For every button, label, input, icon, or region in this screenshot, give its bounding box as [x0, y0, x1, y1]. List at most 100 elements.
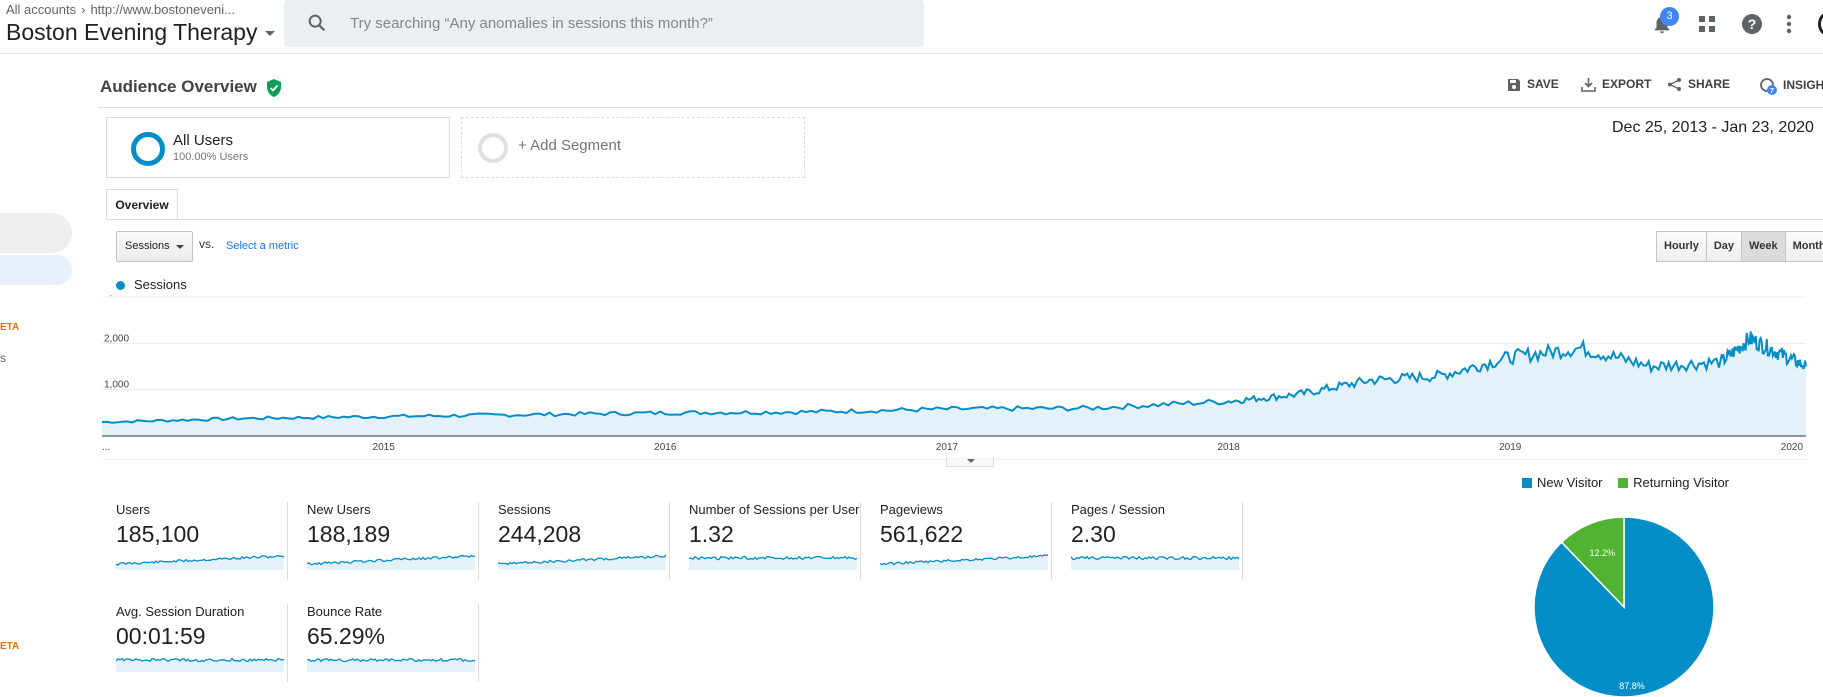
pie-slice-returning-visitor [1560, 517, 1625, 609]
chevron-right-icon: › [81, 2, 86, 17]
search-bar[interactable]: Try searching “Any anomalies in sessions… [284, 0, 924, 47]
save-button[interactable]: SAVE [1507, 77, 1559, 92]
kpi-label: Sessions [498, 502, 551, 517]
sidebar-item-label[interactable]: s [0, 351, 6, 365]
granularity-day[interactable]: Day [1705, 231, 1743, 262]
svg-text:?: ? [1748, 16, 1757, 32]
kpi-tile[interactable]: Pages / Session 2.30 [1071, 502, 1243, 590]
kpi-value: 185,100 [116, 521, 200, 547]
granularity-hourly[interactable]: Hourly [1656, 231, 1707, 262]
sparkline-area [1071, 556, 1239, 570]
sidebar-beta-label: ETA [0, 641, 20, 652]
granularity-toggle: Hourly Day Week Month [1656, 231, 1823, 262]
kpi-label: Users [116, 502, 150, 517]
segment-subtitle: 100.00% Users [173, 151, 249, 163]
legend-label: Sessions [134, 277, 187, 292]
segment-all-users[interactable]: All Users 100.00% Users [106, 117, 450, 178]
insights-label: INSIGHTS [1783, 78, 1823, 93]
metric-select[interactable]: Sessions [116, 231, 193, 262]
x-tick-label: 2016 [654, 442, 677, 453]
sparkline-line [307, 657, 476, 663]
divider [860, 502, 861, 580]
divider [287, 604, 288, 682]
sparkline-line [307, 554, 476, 566]
insights-icon: 7 [1760, 78, 1777, 95]
avatar[interactable] [1818, 12, 1823, 36]
share-button[interactable]: SHARE [1667, 77, 1730, 92]
share-icon [1668, 78, 1681, 92]
sparkline-area [307, 658, 475, 672]
kpi-label: Avg. Session Duration [116, 604, 245, 619]
segment-ring-icon [478, 133, 508, 163]
divider [106, 219, 1823, 220]
sparkline-area [498, 555, 666, 570]
kpi-tile[interactable]: Users 185,100 [116, 502, 288, 590]
apps-grid-icon[interactable] [1697, 14, 1717, 34]
legend-swatch [1618, 477, 1629, 488]
segment-name: All Users [173, 132, 234, 149]
tab-overview[interactable]: Overview [106, 189, 178, 220]
kpi-tile[interactable]: Number of Sessions per User 1.32 [689, 502, 861, 590]
account-selector[interactable]: Boston Evening Therapy [6, 19, 276, 46]
sidebar-item-active[interactable] [0, 255, 72, 285]
collapse-chart-toggle[interactable] [946, 457, 994, 467]
sparkline-area [116, 555, 284, 570]
legend-label: New Visitor [1537, 475, 1603, 490]
select-metric-link[interactable]: Select a metric [226, 240, 299, 252]
kpi-value: 65.29% [307, 623, 386, 649]
kpi-sparkline [307, 657, 476, 672]
report-main: Audience Overview SAVE EXPORT SHARE 7 INS… [96, 55, 1823, 697]
kpi-label: Pages / Session [1071, 502, 1165, 517]
account-name: Boston Evening Therapy [6, 19, 258, 45]
kpi-label: New Users [307, 502, 371, 517]
kpi-sparkline [498, 554, 667, 570]
sidebar-beta-label: ETA [0, 322, 20, 333]
save-label: SAVE [1527, 77, 1559, 91]
divider [1242, 502, 1243, 580]
caret-down-icon [176, 245, 184, 249]
kpi-label: Number of Sessions per User [689, 502, 860, 517]
export-button[interactable]: EXPORT [1581, 77, 1651, 93]
page-title: Audience Overview [100, 77, 282, 97]
page-title-text: Audience Overview [100, 77, 257, 96]
kpi-value: 00:01:59 [116, 623, 206, 649]
sparkline-line [116, 657, 285, 663]
insights-button[interactable]: 7 INSIGHTS [1759, 77, 1823, 95]
kpi-sparkline [307, 554, 476, 570]
kpi-tile[interactable]: Pageviews 561,622 [880, 502, 1052, 590]
sparkline-area [116, 658, 284, 672]
granularity-month[interactable]: Month [1784, 231, 1823, 262]
more-vert-icon[interactable] [1785, 12, 1793, 36]
kpi-tile[interactable]: Avg. Session Duration 00:01:59 [116, 604, 288, 692]
segment-ring-icon [131, 132, 165, 166]
y-tick-label: 2,000 [104, 333, 129, 344]
help-icon[interactable]: ? [1740, 12, 1764, 36]
add-segment-button[interactable]: + Add Segment [461, 117, 805, 178]
breadcrumb-all-accounts[interactable]: All accounts [6, 2, 77, 17]
insights-badge: 7 [1770, 88, 1774, 95]
kpi-sparkline [116, 657, 285, 672]
date-range-picker[interactable]: Dec 25, 2013 - Jan 23, 2020 [1612, 119, 1814, 137]
x-tick-label: 2018 [1217, 442, 1240, 453]
y-tick-label: 1,000 [104, 380, 129, 391]
divider [1051, 502, 1052, 580]
date-range-text: Dec 25, 2013 - Jan 23, 2020 [1612, 119, 1814, 136]
pie-legend: New Visitor Returning Visitor [1522, 475, 1729, 490]
caret-down-icon [265, 31, 276, 37]
sparkline-area [880, 555, 1048, 570]
kpi-value: 244,208 [498, 521, 582, 547]
kpi-tile[interactable]: Sessions 244,208 [498, 502, 670, 590]
kpi-sparkline [880, 554, 1048, 570]
add-segment-label: + Add Segment [518, 137, 621, 154]
sessions-line [101, 331, 1807, 424]
sidebar-item-hovered[interactable] [0, 213, 72, 253]
kpi-value: 188,189 [307, 521, 391, 547]
granularity-week[interactable]: Week [1741, 231, 1786, 262]
kpi-tile[interactable]: New Users 188,189 [307, 502, 479, 590]
kpi-value: 2.30 [1071, 521, 1116, 547]
notification-badge: 3 [1660, 7, 1679, 26]
sparkline-area [307, 555, 475, 570]
kpi-tile[interactable]: Bounce Rate 65.29% [307, 604, 479, 692]
verified-shield-icon [266, 78, 281, 97]
breadcrumb-property[interactable]: http://www.bostoneveni... [90, 2, 235, 17]
